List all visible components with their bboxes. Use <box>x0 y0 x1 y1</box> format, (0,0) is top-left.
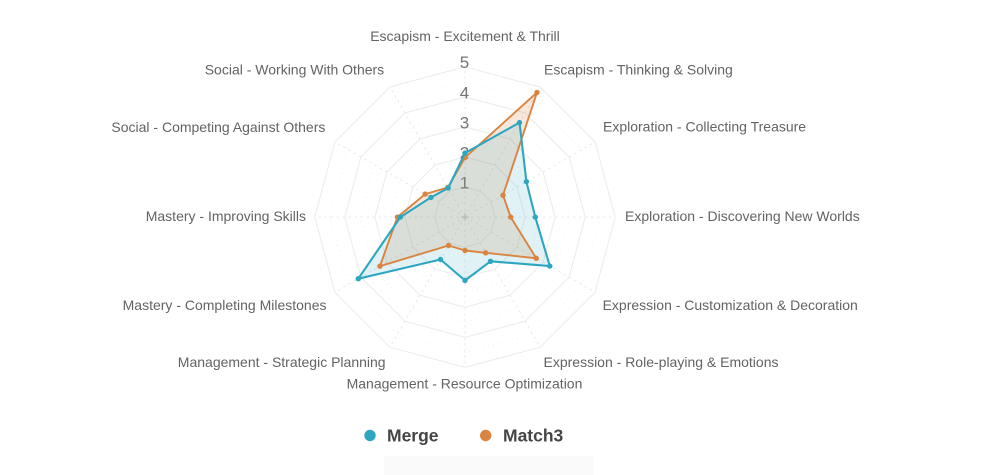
svg-text:Exploration - Collecting Treas: Exploration - Collecting Treasure <box>603 119 806 135</box>
svg-text:Mastery - Completing Milestone: Mastery - Completing Milestones <box>123 297 327 313</box>
svg-text:4: 4 <box>460 84 469 103</box>
svg-text:Escapism - Excitement & Thrill: Escapism - Excitement & Thrill <box>370 28 560 44</box>
svg-text:1: 1 <box>460 174 469 193</box>
svg-text:5: 5 <box>460 53 469 72</box>
svg-text:Match3: Match3 <box>503 426 564 446</box>
svg-text:Social - Competing Against Oth: Social - Competing Against Others <box>111 119 325 135</box>
svg-text:Management - Strategic Plannin: Management - Strategic Planning <box>178 354 386 370</box>
svg-text:Exploration - Discovering New: Exploration - Discovering New Worlds <box>625 208 860 224</box>
svg-text:3: 3 <box>460 113 469 132</box>
svg-text:Expression - Customization & D: Expression - Customization & Decoration <box>603 297 858 313</box>
svg-text:Merge: Merge <box>387 426 439 446</box>
svg-text:Mastery - Improving Skills: Mastery - Improving Skills <box>146 208 306 224</box>
svg-text:Management - Resource Optimiza: Management - Resource Optimization <box>347 376 583 392</box>
svg-text:Escapism - Thinking & Solving: Escapism - Thinking & Solving <box>544 62 733 78</box>
svg-text:Expression - Role-playing & Em: Expression - Role-playing & Emotions <box>544 354 779 370</box>
svg-text:Social - Working With Others: Social - Working With Others <box>205 62 384 78</box>
